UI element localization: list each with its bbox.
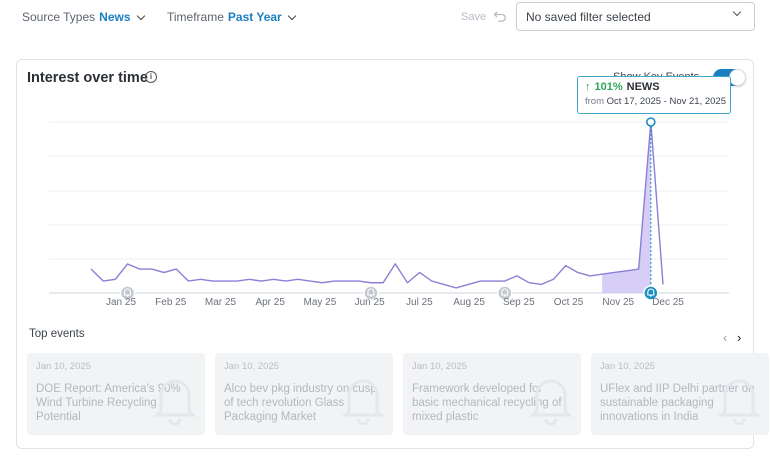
interest-chart[interactable]: Jan 25 Feb 25 Mar 25 Apr 25 May 25 Jun 25 Jul …: [17, 60, 753, 320]
key-event-bell-icon: [119, 285, 136, 301]
x-tick-label: Dec 25: [652, 297, 684, 308]
undo-icon[interactable]: [493, 9, 507, 23]
bell-shape: [501, 288, 509, 297]
tooltip-range: Oct 17, 2025 - Nov 21, 2025: [606, 96, 726, 107]
timeframe-dropdown[interactable]: Timeframe Past Year: [167, 10, 296, 24]
x-tick-label: May 25: [304, 297, 337, 308]
key-event-bell-icon: [363, 285, 379, 301]
bell-shape: [647, 288, 655, 297]
series-line: [90, 121, 664, 289]
key-event-bell-icon: [497, 285, 513, 301]
chart-grid: [49, 121, 729, 294]
bell-shape: [367, 288, 375, 297]
event-date: Jan 10, 2025: [412, 361, 467, 372]
top-events-label: Top events: [29, 328, 85, 340]
bell-shape: [123, 288, 132, 297]
tooltip-percent: 101%: [594, 81, 623, 93]
x-axis-labels: Jan 25 Feb 25 Mar 25 Apr 25 May 25 Jun 25 Jul …: [106, 297, 684, 308]
saved-filter-select[interactable]: No saved filter selected: [516, 2, 755, 31]
top-event-card[interactable]: Jan 10, 2025 DOE Report: America's 90% Wi…: [27, 353, 205, 435]
event-title: Alco bev pkg industry on cusp of tech re…: [224, 383, 377, 423]
chart-tooltip: ↑ 101% NEWS from Oct 17, 2025 - Nov 21, …: [577, 76, 731, 114]
x-tick-label: Mar 25: [205, 297, 237, 308]
top-event-card[interactable]: Jan 10, 2025 UFlex and IIP Delhi partner …: [591, 353, 769, 435]
bell-watermark-icon: [529, 379, 573, 425]
top-event-card[interactable]: Jan 10, 2025 Framework developed for basi…: [403, 353, 581, 435]
source-types-label: Source Types: [22, 10, 96, 24]
filter-bar: Source Types News Timeframe Past Year Sa…: [0, 0, 770, 34]
card-title: Interest over time: [27, 70, 148, 86]
marker-circle: [119, 285, 136, 301]
event-title: UFlex and IIP Delhi partner on sustainab…: [600, 383, 755, 423]
x-tick-label: Nov 25: [602, 297, 634, 308]
saved-filter-value: No saved filter selected: [526, 10, 651, 24]
bell-watermark-icon: [341, 379, 385, 425]
x-tick-label: Jun 25: [355, 297, 385, 308]
next-arrow-icon[interactable]: ›: [737, 330, 742, 345]
timeframe-value: Past Year: [227, 10, 282, 24]
chevron-down-icon: [136, 11, 145, 20]
save-button[interactable]: Save: [461, 11, 487, 23]
x-tick-label: Jan 25: [106, 297, 136, 308]
previous-arrow-icon[interactable]: ‹: [723, 330, 728, 345]
timeframe-label: Timeframe: [167, 10, 224, 24]
event-title: DOE Report: America's 90% Wind Turbine R…: [36, 383, 181, 423]
top-event-card[interactable]: Jan 10, 2025 Alco bev pkg industry on cus…: [215, 353, 393, 435]
source-types-value: News: [99, 10, 131, 24]
x-tick-label: Apr 25: [255, 297, 285, 308]
key-event-bell-icon: [643, 285, 659, 301]
marker-circle: [363, 285, 379, 301]
highlight-peak-point: [646, 117, 656, 127]
highlight-area: [602, 122, 651, 293]
arrow-up-icon: ↑: [585, 81, 591, 93]
bell-watermark-icon: [717, 379, 761, 425]
x-tick-label: Aug 25: [453, 297, 485, 308]
marker-circle: [497, 285, 513, 301]
tooltip-series: NEWS: [626, 81, 660, 93]
event-date: Jan 10, 2025: [36, 361, 91, 372]
key-event-markers: [119, 285, 659, 301]
x-tick-label: Feb 25: [155, 297, 187, 308]
marker-circle: [643, 285, 659, 301]
chevron-down-icon: [287, 11, 296, 20]
x-tick-label: Oct 25: [554, 297, 584, 308]
interest-over-time-card: Interest over time i Show Key Events Jan…: [16, 59, 769, 449]
tooltip-from-label: from: [585, 96, 604, 107]
info-icon[interactable]: i: [145, 71, 157, 83]
bell-watermark-icon: [153, 379, 197, 425]
source-types-dropdown[interactable]: Source Types News: [22, 10, 145, 24]
x-tick-label: Sep 25: [503, 297, 535, 308]
event-date: Jan 10, 2025: [224, 361, 279, 372]
event-date: Jan 10, 2025: [600, 361, 655, 372]
x-tick-label: Jul 25: [406, 297, 433, 308]
chevron-down-icon: [732, 7, 742, 17]
event-title: Framework developed for basic mechanical…: [412, 383, 562, 423]
